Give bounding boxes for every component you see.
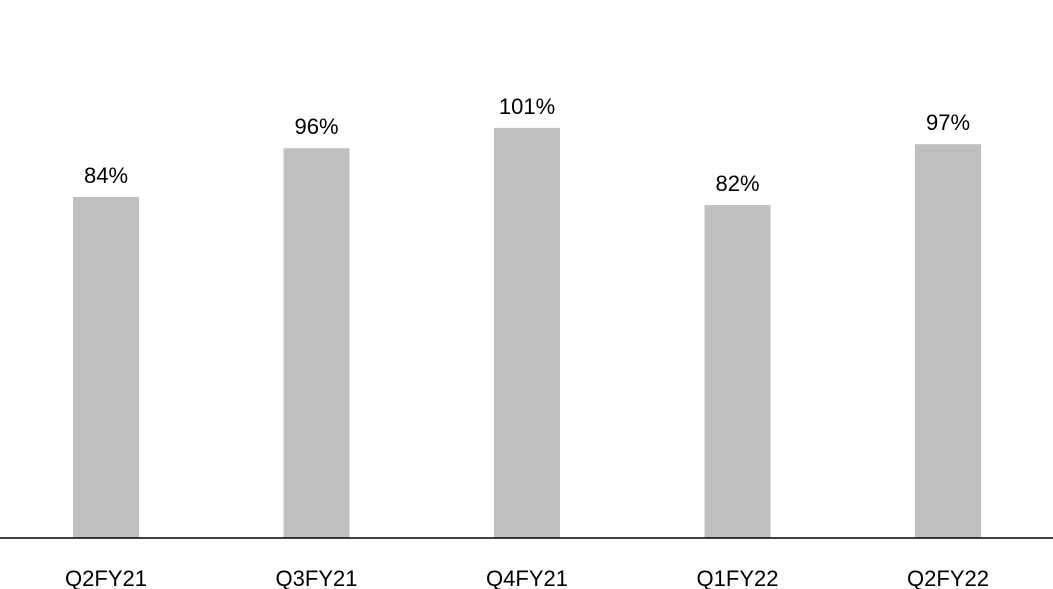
- x-tick-label-q2fy22: Q2FY22: [907, 566, 989, 589]
- data-labels-group: 84% 96% 101% 82% 97%: [84, 94, 970, 196]
- bar-q2fy22: [915, 144, 981, 538]
- x-tick-label-q1fy22: Q1FY22: [697, 566, 779, 589]
- data-label-q1fy22: 82%: [715, 171, 759, 196]
- bar-q4fy21: [494, 127, 560, 539]
- bar-q3fy21: [283, 148, 350, 538]
- x-tick-labels-group: Q2FY21 Q3FY21 Q4FY21 Q1FY22 Q2FY22: [65, 566, 989, 589]
- bar-q1fy22: [704, 205, 771, 538]
- bar-q2fy21: [73, 197, 139, 538]
- data-label-q2fy22: 97%: [926, 110, 970, 135]
- data-label-q4fy21: 101%: [499, 94, 555, 119]
- x-tick-label-q2fy21: Q2FY21: [65, 566, 147, 589]
- x-tick-label-q3fy21: Q3FY21: [276, 566, 358, 589]
- x-tick-label-q4fy21: Q4FY21: [486, 566, 568, 589]
- bars-group: [73, 127, 981, 539]
- data-label-q3fy21: 96%: [294, 114, 338, 139]
- data-label-q2fy21: 84%: [84, 163, 128, 188]
